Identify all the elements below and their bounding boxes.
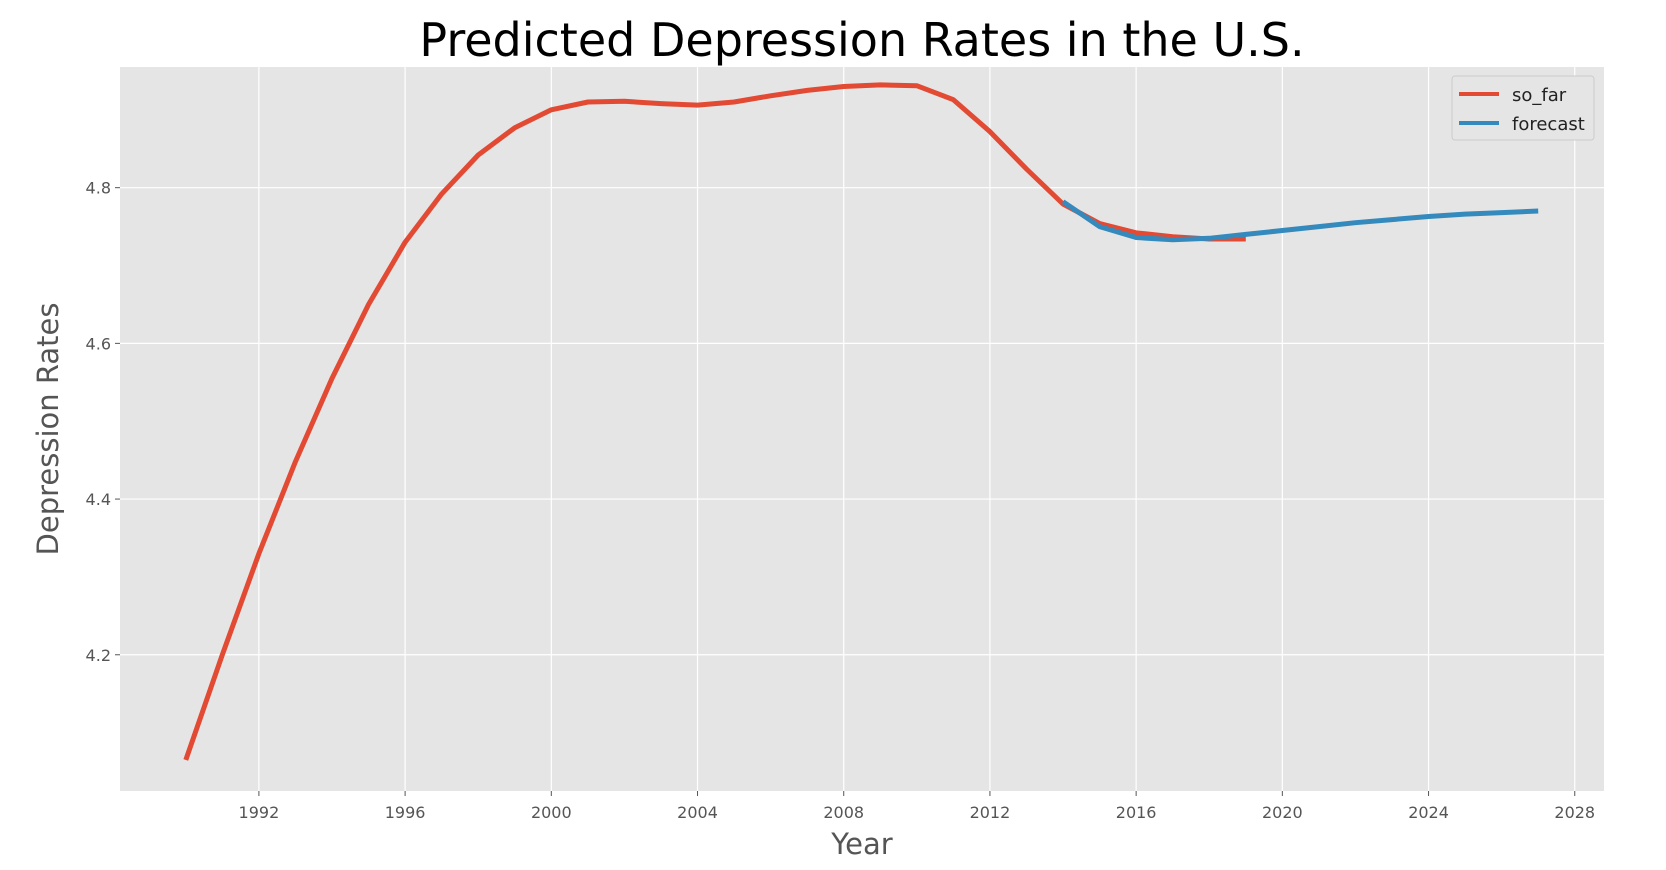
series-line-forecast bbox=[1061, 199, 1539, 243]
x-tick-label: 1992 bbox=[239, 803, 280, 822]
y-tick-label: 4.4 bbox=[86, 490, 111, 509]
x-axis-title: Year bbox=[830, 827, 892, 861]
grid-lines bbox=[120, 67, 1604, 791]
x-tick-label: 2024 bbox=[1408, 803, 1449, 822]
x-tick-label: 2012 bbox=[970, 803, 1011, 822]
y-axis-title: Depression Rates bbox=[31, 303, 65, 556]
tick-labels: 1992 1996 2000 2004 2008 2012 2016 2020 2024 2028… bbox=[86, 179, 1596, 822]
chart-title: Predicted Depression Rates in the U.S. bbox=[419, 13, 1304, 67]
y-tick-label: 4.8 bbox=[86, 179, 111, 198]
x-tick-label: 2028 bbox=[1554, 803, 1595, 822]
x-tick-label: 2000 bbox=[531, 803, 572, 822]
legend: so_far forecast bbox=[1451, 75, 1595, 141]
x-tick-label: 2016 bbox=[1116, 803, 1157, 822]
x-tick-label: 2020 bbox=[1262, 803, 1303, 822]
legend-label-forecast: forecast bbox=[1512, 114, 1585, 135]
y-tick-label: 4.2 bbox=[86, 646, 111, 665]
y-tick-label: 4.6 bbox=[86, 334, 111, 353]
x-tick-label: 2008 bbox=[823, 803, 864, 822]
plot-area bbox=[120, 67, 1604, 791]
x-tick-label: 1996 bbox=[385, 803, 426, 822]
series-lines bbox=[183, 82, 1539, 761]
legend-label-so-far: so_far bbox=[1512, 85, 1567, 106]
x-tick-label: 2004 bbox=[677, 803, 718, 822]
